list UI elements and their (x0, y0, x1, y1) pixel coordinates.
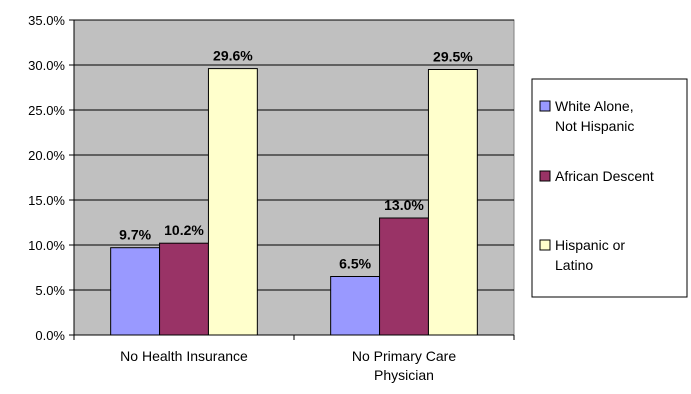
data-label: 13.0% (384, 197, 424, 213)
y-tick-label: 15.0% (28, 193, 65, 208)
data-label: 10.2% (164, 222, 204, 238)
legend-swatch (539, 100, 551, 112)
y-tick-label: 10.0% (28, 238, 65, 253)
legend-swatch (539, 170, 551, 182)
x-axis: No Health Insurance No Primary Care Physic… (73, 334, 515, 383)
y-tick-label: 20.0% (28, 148, 65, 163)
legend-label: Not Hispanic (555, 118, 634, 134)
y-axis: 0.0% 5.0% 10.0% 15.0% 20.0% 25.0% 30.0% 35.0% (28, 13, 75, 343)
data-label: 29.6% (213, 48, 253, 64)
x-category-label: Physician (374, 367, 434, 383)
data-label: 29.5% (433, 49, 473, 65)
x-category-label: No Primary Care (352, 348, 456, 364)
bars (110, 68, 478, 336)
y-tick-label: 35.0% (28, 13, 65, 28)
legend-label: African Descent (555, 168, 654, 184)
legend: White Alone, Not Hispanic African Descent H… (531, 78, 688, 298)
bar (207, 68, 258, 336)
bar (379, 217, 429, 336)
y-tick-label: 5.0% (35, 283, 65, 298)
y-tick-label: 30.0% (28, 58, 65, 73)
bar (159, 242, 209, 336)
x-category-label: No Health Insurance (120, 348, 248, 364)
data-label: 9.7% (119, 227, 151, 243)
legend-label: Hispanic or (555, 237, 625, 253)
legend-box (531, 78, 688, 298)
bar (110, 247, 161, 336)
legend-label: White Alone, (555, 98, 634, 114)
legend-label: Latino (555, 257, 593, 273)
data-labels: 9.7% 6.5% 10.2% 13.0% 29.6% 29.5% (119, 48, 473, 272)
y-tick-label: 0.0% (35, 328, 65, 343)
bar (427, 69, 478, 336)
y-tick-label: 25.0% (28, 103, 65, 118)
legend-swatch (539, 239, 551, 251)
bar (330, 276, 381, 336)
data-label: 6.5% (339, 256, 371, 272)
